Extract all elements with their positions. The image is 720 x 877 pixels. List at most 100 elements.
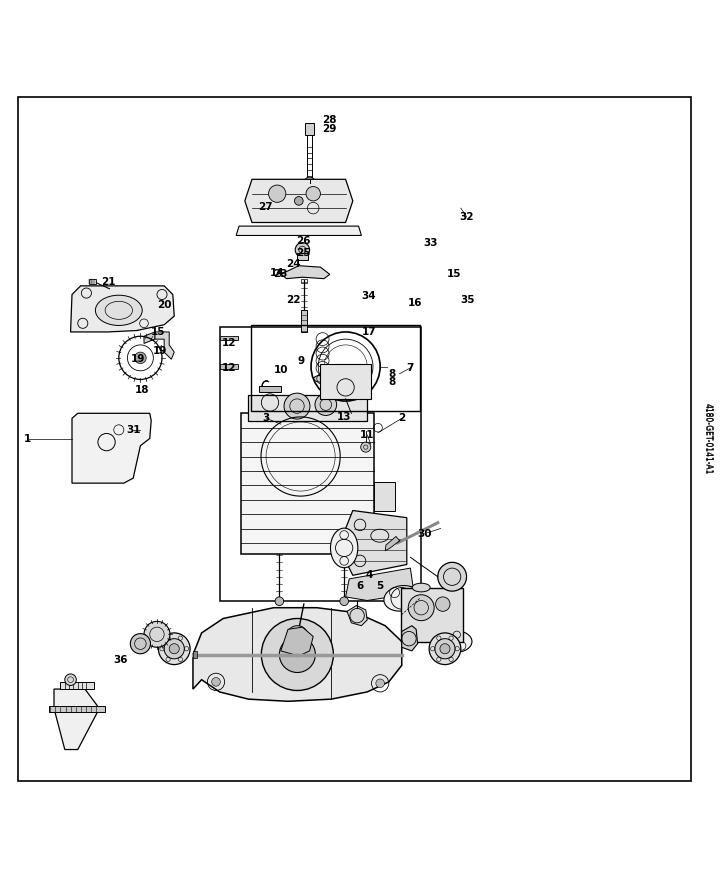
Circle shape xyxy=(306,187,320,201)
Bar xyxy=(60,681,94,689)
Text: 1: 1 xyxy=(24,433,31,444)
Text: 12: 12 xyxy=(222,363,236,373)
Circle shape xyxy=(287,625,308,647)
Text: 16: 16 xyxy=(408,298,423,308)
Text: 35: 35 xyxy=(461,296,475,305)
Circle shape xyxy=(269,185,286,203)
Text: 3: 3 xyxy=(263,413,270,424)
Text: 19: 19 xyxy=(131,354,145,364)
Text: 36: 36 xyxy=(114,655,128,666)
Polygon shape xyxy=(346,510,407,575)
Text: 11: 11 xyxy=(360,430,374,440)
Polygon shape xyxy=(385,537,400,551)
Circle shape xyxy=(144,622,170,647)
Circle shape xyxy=(212,678,220,686)
Circle shape xyxy=(294,196,303,205)
Polygon shape xyxy=(155,332,174,360)
Circle shape xyxy=(361,442,371,453)
Text: 15: 15 xyxy=(151,327,166,337)
Circle shape xyxy=(169,644,179,653)
Ellipse shape xyxy=(384,586,420,611)
Bar xyxy=(220,336,238,340)
Text: 27: 27 xyxy=(258,202,272,211)
Polygon shape xyxy=(281,627,313,656)
Text: 22: 22 xyxy=(287,296,301,305)
Text: 17: 17 xyxy=(362,327,377,337)
Ellipse shape xyxy=(314,375,331,382)
Circle shape xyxy=(436,597,450,611)
Text: 4: 4 xyxy=(366,570,373,581)
Text: 10: 10 xyxy=(274,365,288,375)
Text: 12: 12 xyxy=(222,339,236,348)
Bar xyxy=(297,253,308,260)
Text: 33: 33 xyxy=(423,238,438,247)
Bar xyxy=(248,396,367,420)
Text: 26: 26 xyxy=(297,236,311,246)
Text: 4180-GET-0141-A1: 4180-GET-0141-A1 xyxy=(703,403,711,474)
Circle shape xyxy=(340,597,348,605)
Text: 32: 32 xyxy=(459,211,474,222)
Text: 30: 30 xyxy=(418,529,432,538)
Text: 29: 29 xyxy=(323,124,337,134)
Bar xyxy=(193,651,197,658)
Text: 25: 25 xyxy=(297,247,311,258)
Text: 24: 24 xyxy=(287,260,301,269)
Text: 2: 2 xyxy=(398,413,405,424)
Polygon shape xyxy=(402,625,418,651)
Bar xyxy=(220,364,238,368)
Bar xyxy=(402,588,462,642)
Bar xyxy=(301,310,307,332)
Circle shape xyxy=(315,394,337,416)
Text: 6: 6 xyxy=(356,581,364,591)
Circle shape xyxy=(435,638,455,659)
Ellipse shape xyxy=(95,296,143,325)
Circle shape xyxy=(429,633,461,665)
Polygon shape xyxy=(193,608,402,702)
Polygon shape xyxy=(281,266,330,279)
Text: 20: 20 xyxy=(157,300,171,310)
Text: 8: 8 xyxy=(389,377,396,388)
Bar xyxy=(89,280,96,284)
Text: 21: 21 xyxy=(101,276,115,287)
Ellipse shape xyxy=(330,528,358,567)
Bar xyxy=(220,327,421,601)
Bar xyxy=(49,706,105,712)
Polygon shape xyxy=(72,413,151,483)
Ellipse shape xyxy=(412,583,431,592)
Circle shape xyxy=(275,597,284,605)
Bar xyxy=(305,123,314,135)
Text: 14: 14 xyxy=(270,267,284,278)
Circle shape xyxy=(284,393,310,419)
Text: 13: 13 xyxy=(337,412,351,422)
Text: 15: 15 xyxy=(446,269,461,280)
Text: 9: 9 xyxy=(297,356,305,366)
Text: 18: 18 xyxy=(135,384,150,395)
Text: 4180-GET-0141-A1: 4180-GET-0141-A1 xyxy=(703,403,712,474)
Text: 8: 8 xyxy=(389,368,396,379)
Text: 19: 19 xyxy=(153,346,167,356)
Circle shape xyxy=(438,562,467,591)
Text: 5: 5 xyxy=(377,581,384,591)
Circle shape xyxy=(158,633,190,665)
Bar xyxy=(374,481,395,510)
Bar xyxy=(301,279,307,283)
Circle shape xyxy=(279,637,315,673)
Polygon shape xyxy=(245,179,353,223)
Text: 23: 23 xyxy=(274,269,288,280)
Circle shape xyxy=(164,638,184,659)
Text: 28: 28 xyxy=(323,115,337,125)
Circle shape xyxy=(376,679,384,688)
Circle shape xyxy=(304,177,315,189)
Text: 31: 31 xyxy=(126,424,140,435)
Polygon shape xyxy=(71,286,174,332)
Polygon shape xyxy=(236,226,361,235)
Circle shape xyxy=(65,674,76,686)
Bar xyxy=(241,413,374,553)
Circle shape xyxy=(135,352,146,364)
Bar xyxy=(259,386,281,392)
Polygon shape xyxy=(144,332,155,344)
Circle shape xyxy=(261,618,333,690)
Circle shape xyxy=(295,243,310,257)
Polygon shape xyxy=(347,605,367,625)
Polygon shape xyxy=(54,689,99,750)
